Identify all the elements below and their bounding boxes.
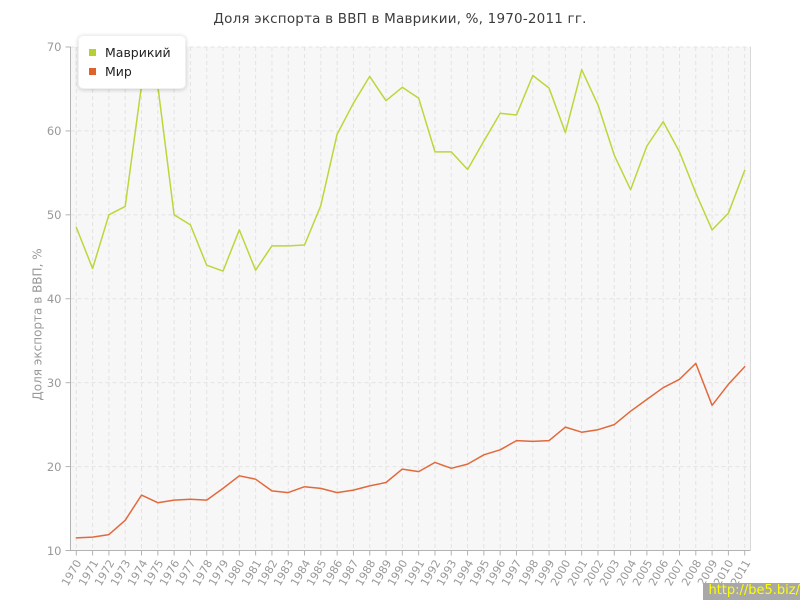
y-tick-label: 20 (46, 459, 62, 474)
legend-item-mauritius: Маврикий (89, 43, 171, 62)
legend-swatch-mauritius-icon (89, 49, 96, 56)
legend: Маврикий Мир (78, 35, 186, 89)
chart-title: Доля экспорта в ВВП в Маврикии, %, 1970-… (213, 11, 587, 27)
y-tick-label: 40 (46, 291, 62, 306)
y-tick-label: 10 (46, 543, 62, 558)
legend-label-mauritius: Маврикий (105, 45, 171, 60)
y-tick-label: 60 (46, 123, 62, 138)
legend-label-world: Мир (105, 64, 132, 79)
y-tick-label: 50 (46, 207, 62, 222)
mauritius-line (75, 68, 746, 272)
legend-item-world: Мир (89, 62, 171, 81)
y-tick-label: 30 (46, 375, 62, 390)
y-tick-label: 70 (46, 40, 62, 54)
world-line (75, 362, 746, 539)
legend-swatch-world-icon (89, 68, 96, 75)
watermark-link[interactable]: http://be5.biz/ (703, 583, 800, 600)
